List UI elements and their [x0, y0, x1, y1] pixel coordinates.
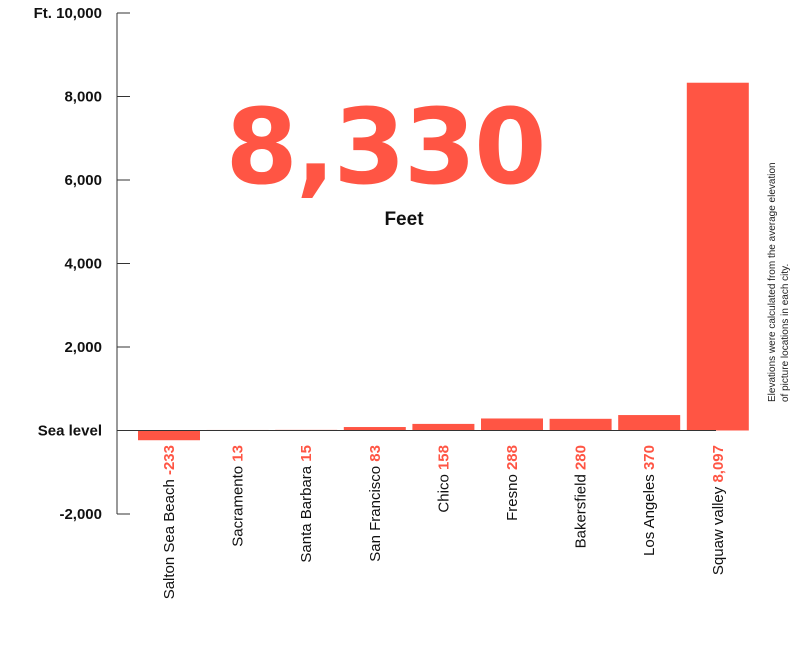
category-name: Sacramento [230, 462, 247, 547]
category-name: San Francisco [367, 462, 384, 562]
category-label: Salton Sea Beach -233 [161, 445, 178, 599]
category-value: 158 [435, 445, 452, 470]
category-label: Santa Barbara 15 [298, 445, 315, 563]
y-tick-label: 6,000 [64, 172, 102, 189]
bar [412, 423, 475, 431]
bar [481, 418, 543, 431]
y-axis: Ft. 10,000 8,000 6,000 4,000 2,000 Sea level -… [34, 5, 130, 523]
bar [138, 430, 200, 441]
footnote-line-1: Elevations were calculated from the aver… [767, 162, 778, 402]
category-label: San Francisco 83 [367, 445, 384, 562]
y-tick-label: 8,000 [64, 89, 102, 106]
category-name: Fresno [504, 470, 521, 521]
footnote: Elevations were calculated from the aver… [767, 162, 791, 402]
category-name: Squaw valley [710, 483, 727, 576]
headline-unit: Feet [384, 209, 424, 230]
category-value: -233 [161, 445, 178, 475]
category-label: Los Angeles 370 [641, 445, 658, 556]
y-tick-label: Ft. 10,000 [34, 5, 102, 22]
category-name: Los Angeles [641, 470, 658, 556]
category-value: 83 [367, 445, 384, 462]
y-tick-label: 2,000 [64, 339, 102, 356]
category-name: Santa Barbara [298, 462, 315, 563]
category-name: Chico [435, 470, 452, 513]
y-tick-label: -2,000 [59, 506, 102, 523]
bar [549, 418, 612, 431]
category-label: Bakersfield 280 [573, 445, 590, 548]
bar [343, 427, 406, 431]
headline-number: 8,330 [226, 86, 545, 208]
y-tick-label: Sea level [38, 423, 102, 440]
category-value: 280 [573, 445, 590, 470]
category-labels: Salton Sea Beach -233 Sacramento 13 Santa … [161, 445, 727, 599]
category-value: 15 [298, 445, 315, 462]
category-value: 288 [504, 445, 521, 470]
bars [138, 82, 749, 441]
category-value: 370 [641, 445, 658, 470]
bar [686, 82, 749, 431]
category-label: Fresno 288 [504, 445, 521, 521]
category-label: Squaw valley 8,097 [710, 445, 727, 575]
category-value: 8,097 [710, 445, 727, 483]
category-name: Salton Sea Beach [161, 475, 178, 599]
category-label: Sacramento 13 [230, 445, 247, 547]
category-name: Bakersfield [573, 470, 590, 548]
category-label: Chico 158 [435, 445, 452, 513]
y-tick-label: 4,000 [64, 256, 102, 273]
bar [618, 415, 681, 431]
category-value: 13 [230, 445, 247, 462]
footnote-line-2: of picture locations in each city. [780, 264, 791, 402]
